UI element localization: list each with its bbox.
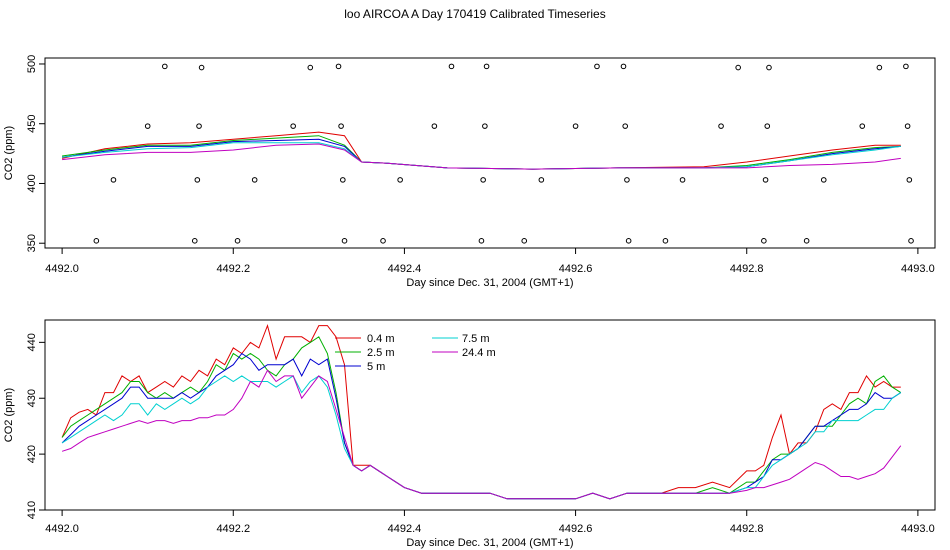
data-point [622,123,629,129]
data-point [662,238,669,244]
data-point [478,238,485,244]
y-tick-label: 420 [26,445,38,463]
data-point [625,238,632,244]
series-line-2-5-m [61,336,902,500]
series-line-24-4-m [62,143,901,170]
data-point [191,238,198,244]
y-axis-label: CO2 (ppm) [3,126,15,180]
bottom-plot: 4492.0 4492.2 4492.4 4492.6 4492.8 4493.0 410 4… [3,319,936,549]
x-axis-label: Day since Dec. 31, 2004 (GMT+1) [406,277,573,289]
y-tick-label: 430 [26,389,38,407]
legend: 0.4 m 2.5 m 5 m 7.5 m 24.4 m [335,333,496,373]
series-line-5-m [62,138,901,170]
data-point [904,123,911,129]
data-point [144,123,151,129]
x-tick-label: 4492.6 [559,523,593,535]
y-axis-label: CO2 (ppm) [3,388,15,442]
data-point [903,63,909,70]
x-tick-label: 4492.4 [388,523,422,535]
data-point [538,177,545,183]
data-point [480,177,486,183]
series-line-24-4-m [61,369,902,500]
plot-frame [44,57,936,249]
x-tick-label: 4493.0 [901,523,935,535]
data-point [908,238,914,244]
data-point [482,123,488,129]
data-point [431,123,438,129]
x-tick-label: 4492.8 [730,523,764,535]
data-point [340,177,346,183]
data-point [162,63,168,70]
data-point [251,177,258,183]
y-tick-label: 450 [26,115,38,133]
y-tick-label: 400 [26,174,38,192]
y-tick-label: 410 [26,501,38,519]
x-tick-label: 4492.6 [559,263,593,275]
x-tick-label: 4492.0 [45,523,79,535]
data-point [380,238,386,244]
data-point [906,177,913,183]
data-point [110,177,117,183]
data-point [290,123,296,129]
data-point [572,123,579,129]
x-tick-label: 4492.0 [45,263,79,275]
legend-label: 2.5 m [367,347,395,359]
data-point [335,63,342,70]
data-point [198,64,205,71]
data-point [620,63,627,70]
x-tick-label: 4492.4 [388,263,422,275]
series-line-5-m [61,352,902,500]
y-tick-label: 440 [26,333,38,351]
x-axis-label: Day since Dec. 31, 2004 (GMT+1) [406,537,573,549]
data-point [718,123,724,129]
legend-label: 7.5 m [462,333,490,345]
data-point [764,123,771,129]
legend-label: 0.4 m [367,333,395,345]
legend-label: 24.4 m [462,347,496,359]
data-point [859,123,866,129]
data-point [679,177,686,183]
data-point [341,238,348,244]
legend-label: 5 m [367,361,385,373]
series-line-7-5-m [61,375,902,500]
x-tick-label: 4492.2 [216,263,250,275]
data-point [762,177,769,183]
data-point [196,123,202,129]
series-line-0-4-m [61,131,901,170]
data-point [234,238,241,244]
data-point [521,238,528,244]
data-point [594,63,600,70]
data-point [820,177,827,183]
chart-title: loo AIRCOA A Day 170419 Calibrated Times… [344,7,605,21]
data-point [766,64,772,71]
data-point [397,177,403,183]
y-tick-label: 500 [26,55,38,73]
data-point [448,63,455,70]
x-tick-label: 4492.2 [216,523,250,535]
plot-frame [44,319,936,511]
data-point [194,177,201,183]
y-tick-label: 350 [26,234,38,252]
data-point [307,64,314,71]
data-point [338,123,344,129]
data-point [876,64,883,71]
data-point [803,238,810,244]
data-point [483,63,490,70]
data-point [735,64,741,71]
data-point [93,238,100,244]
top-plot: 4492.0 4492.2 4492.4 4492.6 4492.8 4493.0 350 4… [3,55,936,289]
data-point [624,177,630,183]
data-point [761,238,767,244]
x-tick-label: 4493.0 [901,263,935,275]
x-tick-label: 4492.8 [730,263,764,275]
